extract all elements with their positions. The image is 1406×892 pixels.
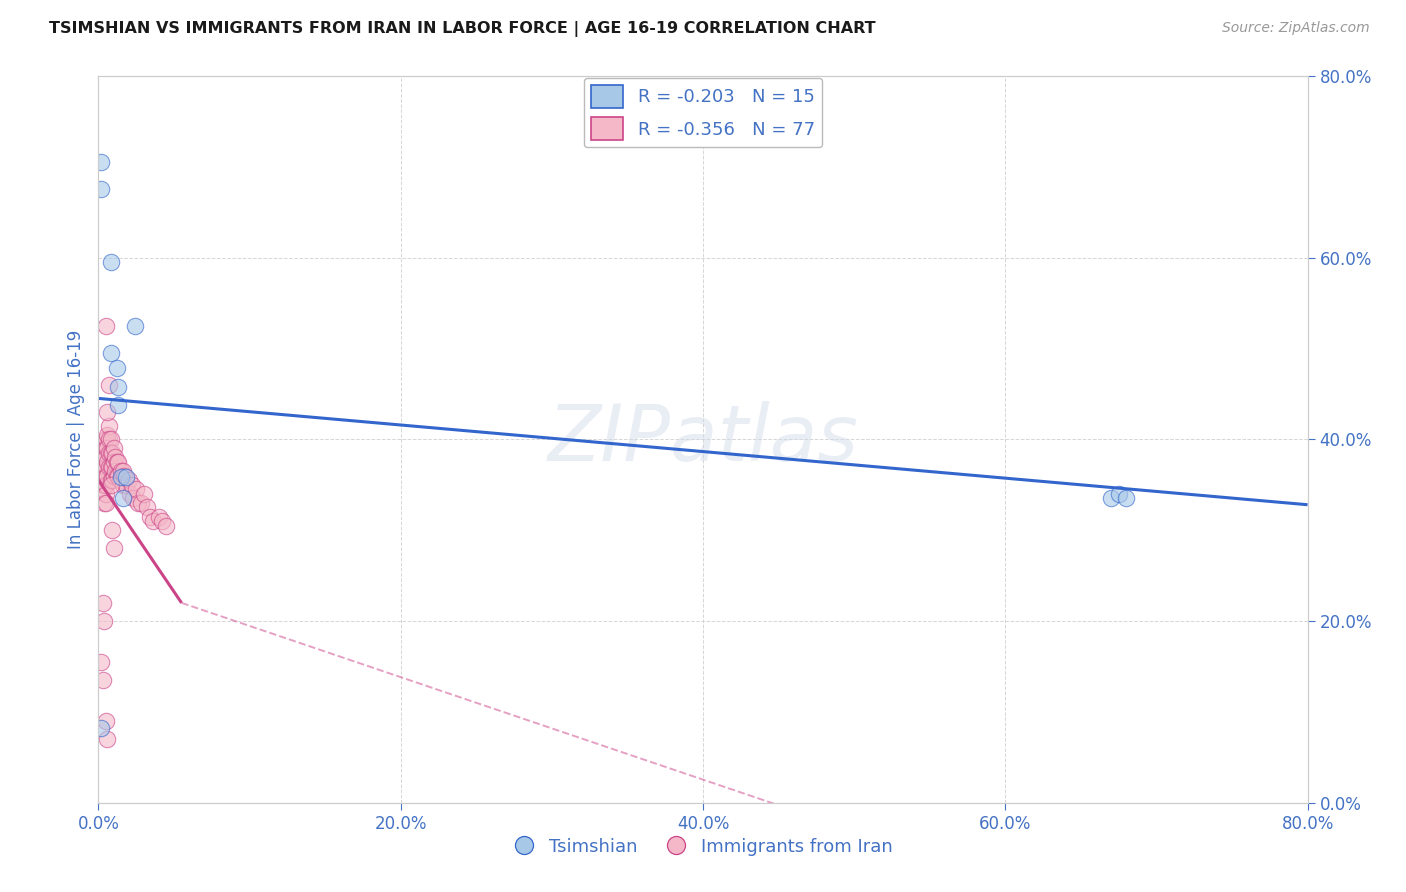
Point <box>91 483 114 497</box>
Point <box>94 432 117 446</box>
Point <box>150 514 173 528</box>
Point <box>105 455 128 469</box>
Point <box>103 442 125 456</box>
Point <box>129 496 152 510</box>
Text: TSIMSHIAN VS IMMIGRANTS FROM IRAN IN LABOR FORCE | AGE 16-19 CORRELATION CHART: TSIMSHIAN VS IMMIGRANTS FROM IRAN IN LAB… <box>49 21 876 37</box>
Point <box>91 596 114 610</box>
Point <box>100 432 122 446</box>
Point <box>90 182 112 196</box>
Point <box>96 732 118 747</box>
Point <box>101 459 124 474</box>
Point <box>94 714 117 728</box>
Point <box>89 446 111 460</box>
Point <box>155 518 177 533</box>
Point <box>111 477 134 491</box>
Point <box>93 450 115 465</box>
Point <box>1115 491 1137 506</box>
Point <box>98 377 121 392</box>
Point <box>100 346 122 360</box>
Point <box>104 464 127 478</box>
Point <box>111 464 134 478</box>
Text: ZIPatlas: ZIPatlas <box>547 401 859 477</box>
Point <box>93 464 115 478</box>
Point <box>89 464 111 478</box>
Point <box>100 255 122 269</box>
Point <box>118 473 141 487</box>
Point <box>114 470 136 484</box>
Point <box>100 446 122 460</box>
Point <box>93 614 115 628</box>
Legend: Tsimshian, Immigrants from Iran: Tsimshian, Immigrants from Iran <box>506 830 900 863</box>
Point <box>94 496 117 510</box>
Point <box>1108 487 1130 501</box>
Point <box>111 491 134 506</box>
Point <box>107 468 129 483</box>
Point <box>107 398 129 412</box>
Point <box>132 487 155 501</box>
Point <box>96 427 118 442</box>
Point <box>110 464 132 478</box>
Point <box>90 459 112 474</box>
Point <box>135 500 157 515</box>
Point <box>94 477 117 491</box>
Point <box>100 477 122 491</box>
Point <box>94 468 117 483</box>
Point <box>148 509 170 524</box>
Point <box>114 477 136 491</box>
Point <box>90 442 112 456</box>
Point <box>94 459 117 474</box>
Point <box>1099 491 1122 506</box>
Point <box>107 379 129 393</box>
Point <box>105 361 128 376</box>
Point <box>94 318 117 333</box>
Point <box>139 509 162 524</box>
Point <box>110 470 132 484</box>
Point <box>90 655 112 669</box>
Point <box>96 405 118 419</box>
Point <box>120 487 142 501</box>
Y-axis label: In Labor Force | Age 16-19: In Labor Force | Age 16-19 <box>66 330 84 549</box>
Point <box>96 455 118 469</box>
Point <box>122 491 145 506</box>
Point <box>90 155 112 169</box>
Point <box>103 455 125 469</box>
Point <box>94 487 117 501</box>
Point <box>94 450 117 465</box>
Point <box>93 437 115 451</box>
Point <box>101 473 124 487</box>
Point <box>103 541 125 556</box>
Point <box>125 483 148 497</box>
Point <box>96 442 118 456</box>
Point <box>93 477 115 491</box>
Point <box>96 468 118 483</box>
Point <box>91 673 114 687</box>
Point <box>142 514 165 528</box>
Point <box>127 496 149 510</box>
Point <box>98 446 121 460</box>
Text: Source: ZipAtlas.com: Source: ZipAtlas.com <box>1222 21 1369 35</box>
Point <box>91 450 114 465</box>
Point <box>101 446 124 460</box>
Point <box>105 468 128 483</box>
Point <box>93 496 115 510</box>
Point <box>107 455 129 469</box>
Point <box>100 459 122 474</box>
Point <box>101 523 124 537</box>
Point <box>98 418 121 433</box>
Point <box>108 473 131 487</box>
Point <box>90 721 112 735</box>
Point <box>98 459 121 474</box>
Point <box>103 468 125 483</box>
Point <box>112 468 135 483</box>
Point <box>121 477 143 491</box>
Point <box>104 450 127 465</box>
Point <box>91 464 114 478</box>
Point <box>100 473 122 487</box>
Point <box>124 318 146 333</box>
Point <box>98 432 121 446</box>
Point <box>94 442 117 456</box>
